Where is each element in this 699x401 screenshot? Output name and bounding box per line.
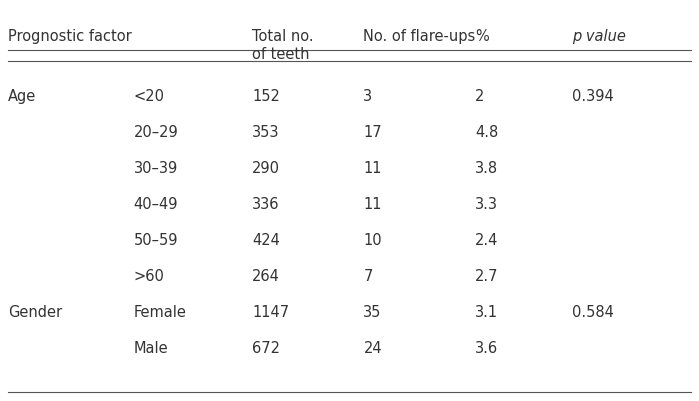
- Text: 424: 424: [252, 232, 280, 247]
- Text: 11: 11: [363, 161, 382, 176]
- Text: 2: 2: [475, 89, 484, 104]
- Text: 672: 672: [252, 340, 280, 355]
- Text: <20: <20: [134, 89, 165, 104]
- Text: 0.394: 0.394: [572, 89, 614, 104]
- Text: 50–59: 50–59: [134, 232, 178, 247]
- Text: Male: Male: [134, 340, 168, 355]
- Text: 3.8: 3.8: [475, 161, 498, 176]
- Text: 11: 11: [363, 196, 382, 211]
- Text: 2.4: 2.4: [475, 232, 498, 247]
- Text: 35: 35: [363, 304, 382, 319]
- Text: 3.6: 3.6: [475, 340, 498, 355]
- Text: 264: 264: [252, 268, 280, 283]
- Text: 30–39: 30–39: [134, 161, 178, 176]
- Text: 1147: 1147: [252, 304, 289, 319]
- Text: Total no.
of teeth: Total no. of teeth: [252, 29, 314, 62]
- Text: 20–29: 20–29: [134, 125, 178, 140]
- Text: Gender: Gender: [8, 304, 62, 319]
- Text: Age: Age: [8, 89, 36, 104]
- Text: 17: 17: [363, 125, 382, 140]
- Text: p value: p value: [572, 29, 626, 44]
- Text: %: %: [475, 29, 489, 44]
- Text: Prognostic factor: Prognostic factor: [8, 29, 132, 44]
- Text: >60: >60: [134, 268, 164, 283]
- Text: 7: 7: [363, 268, 373, 283]
- Text: 24: 24: [363, 340, 382, 355]
- Text: 40–49: 40–49: [134, 196, 178, 211]
- Text: 4.8: 4.8: [475, 125, 498, 140]
- Text: 3.1: 3.1: [475, 304, 498, 319]
- Text: 353: 353: [252, 125, 280, 140]
- Text: 152: 152: [252, 89, 280, 104]
- Text: 336: 336: [252, 196, 280, 211]
- Text: 2.7: 2.7: [475, 268, 498, 283]
- Text: No. of flare-ups: No. of flare-ups: [363, 29, 476, 44]
- Text: 10: 10: [363, 232, 382, 247]
- Text: 0.584: 0.584: [572, 304, 614, 319]
- Text: 3.3: 3.3: [475, 196, 498, 211]
- Text: 290: 290: [252, 161, 280, 176]
- Text: Female: Female: [134, 304, 187, 319]
- Text: 3: 3: [363, 89, 373, 104]
